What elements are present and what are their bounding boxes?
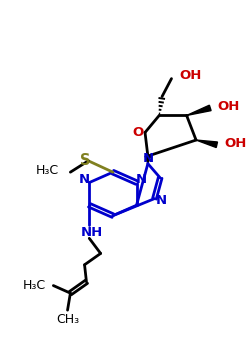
Text: OH: OH — [179, 69, 202, 82]
Text: N: N — [79, 173, 90, 186]
Polygon shape — [145, 156, 151, 164]
Text: H₃C: H₃C — [36, 164, 59, 177]
Text: CH₃: CH₃ — [56, 313, 79, 326]
Polygon shape — [186, 105, 211, 116]
Text: OH: OH — [224, 137, 247, 150]
Text: OH: OH — [218, 99, 240, 112]
Text: NH: NH — [81, 226, 103, 239]
Text: S: S — [80, 153, 91, 168]
Polygon shape — [196, 140, 218, 147]
Text: N: N — [156, 194, 167, 207]
Text: N: N — [142, 153, 154, 166]
Text: N: N — [136, 173, 147, 186]
Text: H₃C: H₃C — [23, 279, 46, 292]
Text: O: O — [133, 126, 144, 139]
